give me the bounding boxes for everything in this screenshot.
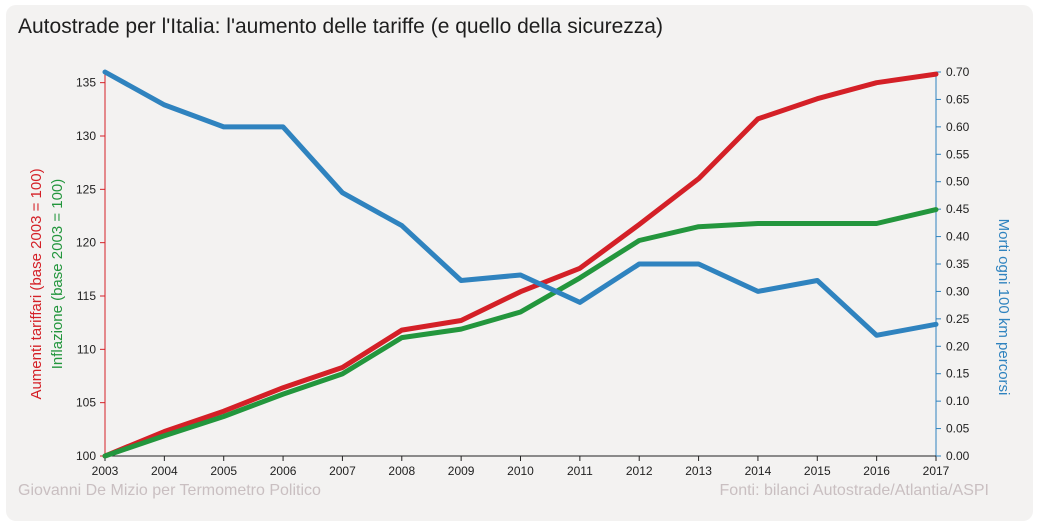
tariffe-line — [102, 71, 939, 459]
left-tick-label: 120 — [76, 236, 96, 250]
right-tick-label: 0.30 — [946, 284, 970, 298]
x-tick-label: 2016 — [863, 464, 890, 478]
left-tick-label: 105 — [76, 396, 96, 410]
right-tick-label: 0.05 — [946, 422, 970, 436]
x-tick-label: 2017 — [923, 464, 950, 478]
right-tick-label: 0.65 — [946, 92, 970, 106]
right-axis-label: Morti ogni 100 km percorsi — [995, 219, 1012, 396]
right-tick-label: 0.20 — [946, 339, 970, 353]
x-tick-label: 2008 — [388, 464, 415, 478]
right-tick-label: 0.35 — [946, 257, 970, 271]
left-axis-label-inflazione: Inflazione (base 2003 = 100) — [49, 179, 66, 370]
left-tick-label: 115 — [77, 289, 96, 303]
right-tick-label: 0.60 — [946, 120, 970, 134]
left-tick-label: 125 — [76, 182, 96, 196]
x-tick-label: 2010 — [507, 464, 534, 478]
source-credit: Fonti: bilanci Autostrade/Atlantia/ASPI — [719, 482, 989, 499]
right-tick-label: 0.50 — [946, 175, 970, 189]
right-tick-label: 0.55 — [946, 147, 970, 161]
left-axis-label-tariffe: Aumenti tariffari (base 2003 = 100) — [28, 168, 45, 399]
x-tick-label: 2004 — [151, 464, 178, 478]
x-tick-label: 2011 — [567, 464, 593, 478]
right-tick-label: 0.45 — [946, 202, 970, 216]
x-tick-label: 2006 — [270, 464, 297, 478]
right-tick-label: 0.15 — [946, 367, 970, 381]
left-tick-label: 135 — [76, 76, 96, 90]
morti-line — [102, 69, 939, 338]
left-tick-label: 100 — [76, 449, 96, 463]
x-tick-label: 2013 — [685, 464, 712, 478]
x-tick-label: 2003 — [92, 464, 119, 478]
x-tick-label: 2009 — [448, 464, 475, 478]
x-tick-label: 2007 — [329, 464, 356, 478]
right-tick-label: 0.25 — [946, 312, 970, 326]
author-credit: Giovanni De Mizio per Termometro Politic… — [18, 482, 321, 499]
inflazione-line — [102, 207, 939, 459]
right-tick-label: 0.10 — [946, 394, 970, 408]
chart-title: Autostrade per l'Italia: l'aumento delle… — [18, 15, 663, 38]
right-tick-label: 0.00 — [946, 449, 970, 463]
right-tick-label: 0.70 — [946, 65, 970, 79]
chart-card — [6, 5, 1033, 521]
left-tick-label: 130 — [76, 129, 96, 143]
right-tick-label: 0.40 — [946, 230, 970, 244]
x-tick-label: 2005 — [210, 464, 237, 478]
x-tick-label: 2015 — [804, 464, 831, 478]
left-tick-label: 110 — [77, 342, 96, 356]
x-tick-label: 2012 — [626, 464, 653, 478]
x-tick-label: 2014 — [745, 464, 772, 478]
